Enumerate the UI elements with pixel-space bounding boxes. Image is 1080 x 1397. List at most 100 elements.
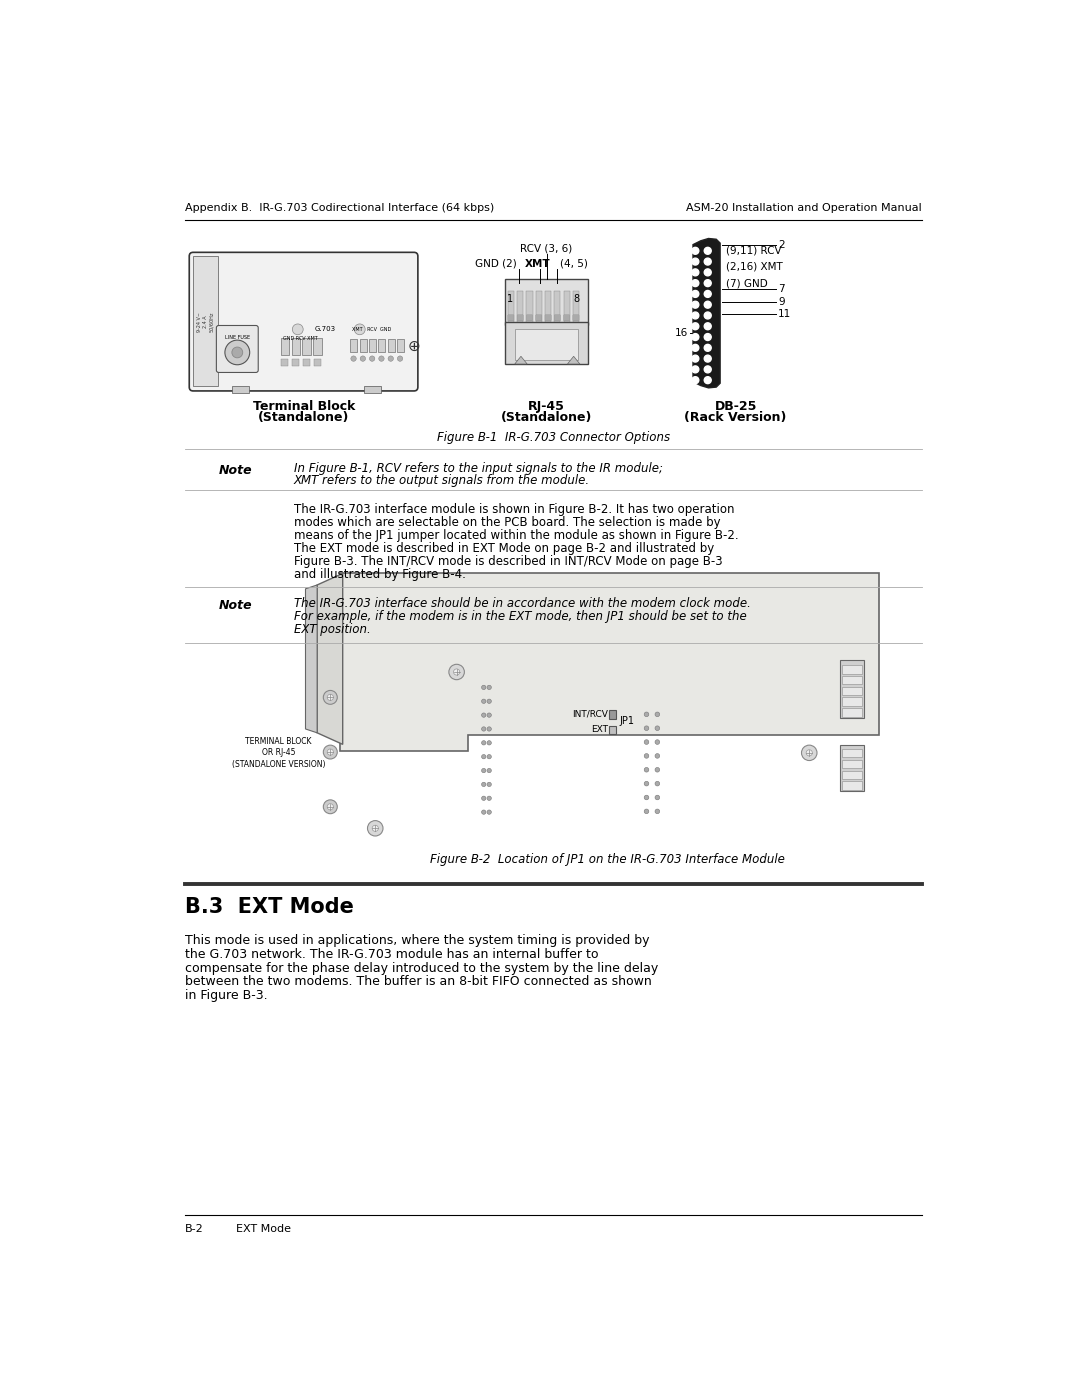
FancyBboxPatch shape xyxy=(554,314,561,321)
Polygon shape xyxy=(306,585,318,733)
Circle shape xyxy=(482,712,486,717)
Bar xyxy=(388,338,394,352)
FancyBboxPatch shape xyxy=(216,326,258,373)
Bar xyxy=(840,661,864,718)
Bar xyxy=(364,386,380,393)
Circle shape xyxy=(704,323,712,330)
Bar xyxy=(840,745,864,791)
Circle shape xyxy=(225,339,249,365)
Bar xyxy=(841,686,862,696)
Text: Terminal Block: Terminal Block xyxy=(253,400,355,414)
Text: 8: 8 xyxy=(572,293,579,303)
Circle shape xyxy=(482,726,486,731)
Text: G.703: G.703 xyxy=(314,327,336,332)
Text: The IR-G.703 interface should be in accordance with the modem clock mode.: The IR-G.703 interface should be in acco… xyxy=(294,598,751,610)
Bar xyxy=(281,338,289,355)
Circle shape xyxy=(692,312,699,319)
Circle shape xyxy=(397,356,403,362)
Text: 2: 2 xyxy=(779,240,785,250)
Circle shape xyxy=(373,826,378,831)
Text: (Standalone): (Standalone) xyxy=(501,411,592,425)
Circle shape xyxy=(482,768,486,773)
Bar xyxy=(350,338,357,352)
Circle shape xyxy=(644,809,649,813)
Circle shape xyxy=(692,344,699,351)
FancyBboxPatch shape xyxy=(517,314,524,321)
Circle shape xyxy=(801,745,816,760)
Text: XMT refers to the output signals from the module.: XMT refers to the output signals from th… xyxy=(294,474,590,488)
Circle shape xyxy=(806,750,812,756)
Bar xyxy=(303,359,310,366)
Bar xyxy=(536,291,542,321)
Text: GND RCV XMT: GND RCV XMT xyxy=(283,337,318,341)
Bar xyxy=(608,726,616,735)
Text: LINE FUSE: LINE FUSE xyxy=(225,334,249,339)
Bar xyxy=(841,760,862,768)
Text: (4, 5): (4, 5) xyxy=(559,258,588,268)
Circle shape xyxy=(482,782,486,787)
Text: 7: 7 xyxy=(779,285,785,295)
Circle shape xyxy=(482,698,486,704)
Circle shape xyxy=(704,344,712,351)
Circle shape xyxy=(644,753,649,759)
Circle shape xyxy=(656,753,660,759)
Text: Appendix B.  IR-G.703 Codirectional Interface (64 kbps): Appendix B. IR-G.703 Codirectional Inter… xyxy=(186,203,495,212)
Text: Figure B-2  Location of JP1 on the IR-G.703 Interface Module: Figure B-2 Location of JP1 on the IR-G.7… xyxy=(430,852,785,866)
Circle shape xyxy=(367,820,383,835)
Text: The EXT mode is described in EXT Mode on page B-2 and illustrated by: The EXT mode is described in EXT Mode on… xyxy=(294,542,714,555)
Circle shape xyxy=(487,740,491,745)
FancyBboxPatch shape xyxy=(564,314,570,321)
Circle shape xyxy=(644,795,649,800)
Circle shape xyxy=(644,712,649,717)
Circle shape xyxy=(704,247,712,254)
Text: EXT position.: EXT position. xyxy=(294,623,370,637)
Bar xyxy=(313,338,322,355)
Bar xyxy=(517,291,524,321)
Bar xyxy=(545,291,551,321)
Circle shape xyxy=(293,324,303,335)
Circle shape xyxy=(656,767,660,773)
Circle shape xyxy=(704,268,712,275)
Circle shape xyxy=(487,712,491,717)
Text: (7) GND: (7) GND xyxy=(726,278,767,288)
Text: GND (2): GND (2) xyxy=(475,258,517,268)
Bar xyxy=(572,291,579,321)
Text: Note: Note xyxy=(219,599,253,612)
Bar xyxy=(378,338,386,352)
Polygon shape xyxy=(318,573,342,745)
Circle shape xyxy=(656,712,660,717)
Bar xyxy=(282,359,288,366)
Circle shape xyxy=(232,346,243,358)
Circle shape xyxy=(482,754,486,759)
Bar xyxy=(841,665,862,673)
Bar xyxy=(841,708,862,717)
Circle shape xyxy=(656,795,660,800)
Bar xyxy=(397,338,404,352)
Text: modes which are selectable on the PCB board. The selection is made by: modes which are selectable on the PCB bo… xyxy=(294,515,720,528)
Circle shape xyxy=(482,740,486,745)
Circle shape xyxy=(487,698,491,704)
Polygon shape xyxy=(340,573,879,750)
Text: B.3  EXT Mode: B.3 EXT Mode xyxy=(186,897,354,916)
Circle shape xyxy=(704,377,712,384)
Circle shape xyxy=(704,366,712,373)
Circle shape xyxy=(692,323,699,330)
Circle shape xyxy=(369,356,375,362)
Bar xyxy=(841,749,862,757)
FancyBboxPatch shape xyxy=(572,314,579,321)
Circle shape xyxy=(482,810,486,814)
Text: RCV (3, 6): RCV (3, 6) xyxy=(519,243,572,253)
Circle shape xyxy=(487,686,491,690)
Circle shape xyxy=(704,258,712,265)
Polygon shape xyxy=(567,356,580,365)
Bar xyxy=(841,771,862,780)
Circle shape xyxy=(323,745,337,759)
Circle shape xyxy=(704,279,712,286)
Text: (9,11) RCV: (9,11) RCV xyxy=(726,246,781,256)
Circle shape xyxy=(644,767,649,773)
Circle shape xyxy=(704,291,712,298)
FancyBboxPatch shape xyxy=(508,314,514,321)
Bar xyxy=(508,291,514,321)
Circle shape xyxy=(354,324,365,335)
Circle shape xyxy=(388,356,393,362)
